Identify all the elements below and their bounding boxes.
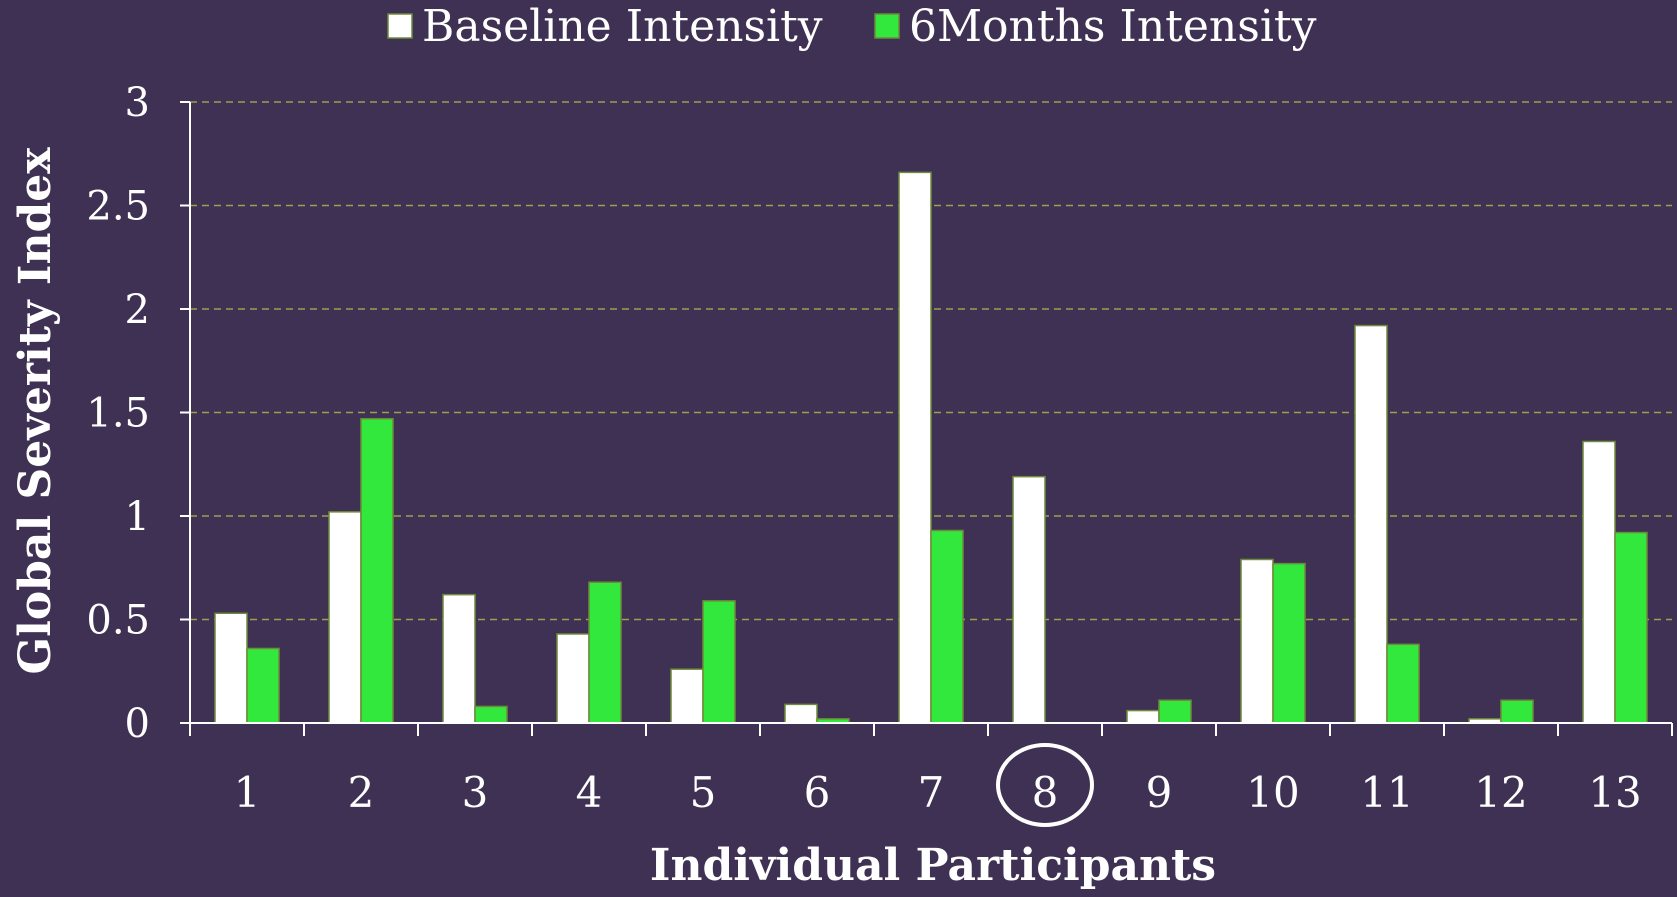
legend: Baseline Intensity 6Months Intensity bbox=[387, 1, 1317, 52]
bar-baseline bbox=[670, 668, 704, 724]
x-tick-label: 11 bbox=[1360, 768, 1413, 817]
x-tick-label: 10 bbox=[1246, 768, 1299, 817]
bar-baseline bbox=[214, 612, 248, 724]
bar-6months bbox=[1500, 699, 1534, 724]
legend-label: Baseline Intensity bbox=[422, 1, 823, 52]
y-tick-label: 1.5 bbox=[86, 391, 150, 437]
y-axis-title: Global Severity Index bbox=[10, 147, 61, 675]
x-tick-label: 5 bbox=[690, 768, 717, 817]
bar-baseline bbox=[1354, 324, 1388, 724]
legend-label: 6Months Intensity bbox=[909, 1, 1317, 52]
x-axis-title: Individual Participants bbox=[650, 840, 1216, 891]
bar-6months bbox=[1614, 531, 1648, 724]
x-tick-label: 7 bbox=[918, 768, 945, 817]
bar-6months bbox=[360, 417, 394, 724]
bar-baseline bbox=[1012, 475, 1046, 724]
x-tick-label: 1 bbox=[234, 768, 261, 817]
y-tick-label: 1 bbox=[125, 494, 150, 540]
y-tick-label: 2 bbox=[125, 287, 150, 333]
bar-6months bbox=[588, 581, 622, 724]
x-tick-label: 8 bbox=[1032, 768, 1059, 817]
x-tick-label: 12 bbox=[1474, 768, 1527, 817]
x-tick-label: 9 bbox=[1146, 768, 1173, 817]
bar-6months bbox=[930, 529, 964, 724]
highlight-circle bbox=[996, 743, 1094, 827]
x-tick-label: 4 bbox=[576, 768, 603, 817]
gridlines bbox=[190, 101, 1672, 621]
bar-baseline bbox=[556, 633, 590, 724]
bar-6months bbox=[1272, 562, 1306, 724]
bar-6months bbox=[702, 600, 736, 724]
bar-6months bbox=[1386, 643, 1420, 724]
x-tick-label: 3 bbox=[462, 768, 489, 817]
y-tick-label: 3 bbox=[125, 80, 150, 126]
y-tick-label: 2.5 bbox=[86, 184, 150, 230]
y-tick-label: 0 bbox=[125, 701, 150, 747]
bar-6months bbox=[474, 705, 508, 724]
bar-baseline bbox=[1582, 440, 1616, 724]
bar-baseline bbox=[784, 703, 818, 724]
x-tick-label: 13 bbox=[1588, 768, 1641, 817]
bar-baseline bbox=[328, 511, 362, 724]
axes bbox=[180, 101, 1673, 736]
bars bbox=[214, 171, 1648, 724]
x-tick-label: 6 bbox=[804, 768, 831, 817]
bar-baseline bbox=[1126, 709, 1160, 724]
legend-swatch bbox=[874, 13, 900, 39]
bar-6months bbox=[246, 647, 280, 724]
x-tick-label: 2 bbox=[348, 768, 375, 817]
bar-6months bbox=[1158, 699, 1192, 724]
bar-baseline bbox=[1240, 558, 1274, 724]
y-tick-label: 0.5 bbox=[86, 598, 150, 644]
bar-baseline bbox=[442, 593, 476, 724]
bar-baseline bbox=[898, 171, 932, 724]
legend-swatch bbox=[387, 13, 413, 39]
tick-labels: 00.511.522.531 2 3 4 5 6 7 8 9 10 11 12 13 bbox=[86, 80, 1642, 827]
